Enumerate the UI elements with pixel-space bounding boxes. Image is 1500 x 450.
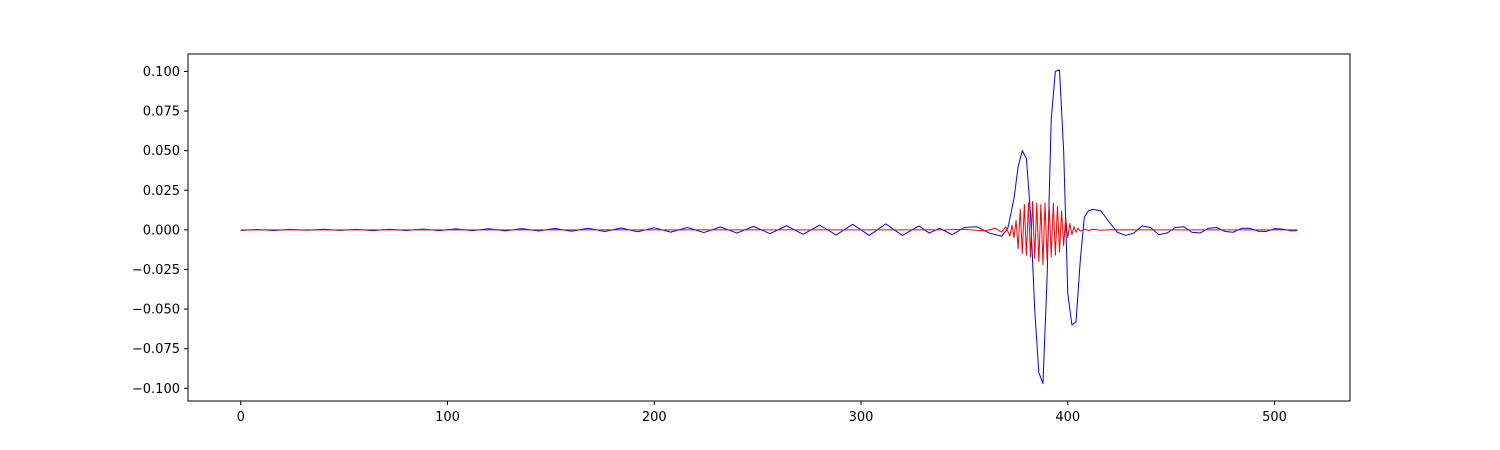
series-2-line: [240, 200, 1298, 266]
x-tick-label: 0: [237, 410, 245, 425]
axes-layer: 0 100 200 300 400 500 0.100 0.075 0.050 0.025 0.00…: [132, 53, 1351, 425]
x-tick-label: 200: [642, 410, 667, 425]
x-tick-label: 400: [1055, 410, 1080, 425]
y-tick-label: −0.100: [132, 382, 180, 397]
y-tick-label: 0.050: [143, 144, 180, 159]
y-tick-label: 0.000: [143, 223, 180, 238]
x-tick-label: 100: [435, 410, 460, 425]
y-tick-label: −0.025: [132, 263, 180, 278]
y-tick-label: 0.100: [143, 65, 180, 80]
y-tick-label: −0.050: [132, 303, 180, 318]
y-tick-label: −0.075: [132, 342, 180, 357]
x-tick-label: 300: [849, 410, 874, 425]
y-tick-label: 0.025: [143, 184, 180, 199]
y-tick-label: 0.075: [143, 105, 180, 120]
axes-frame: [187, 53, 1351, 402]
x-tick-label: 500: [1262, 410, 1287, 425]
series-layer: [240, 69, 1298, 385]
